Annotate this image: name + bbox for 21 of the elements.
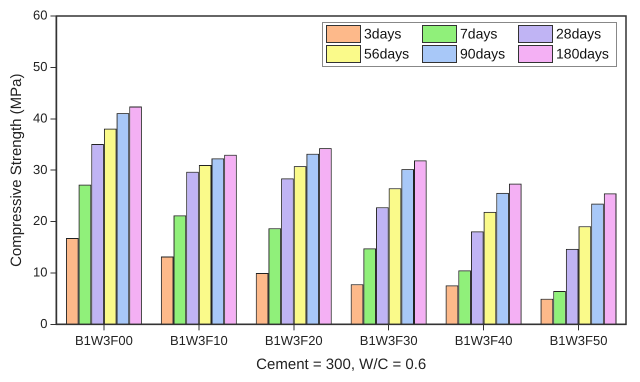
x-tick-label: B1W3F30 — [360, 332, 418, 348]
y-tick-label: 40 — [32, 110, 48, 126]
x-axis-title: Cement = 300, W/C = 0.6 — [256, 356, 426, 374]
y-tick-label: 10 — [32, 264, 48, 280]
legend-label: 180days — [556, 45, 609, 62]
y-tick-label: 20 — [32, 213, 48, 228]
legend-label: 28days — [556, 25, 602, 42]
legend-label: 3days — [364, 25, 402, 42]
y-tick-label: 50 — [32, 58, 48, 74]
y-tick-label: 60 — [32, 8, 48, 23]
y-axis-title: Compressive Strength (MPa) — [8, 73, 26, 267]
y-tick-label: 30 — [32, 162, 48, 177]
x-tick-label: B1W3F20 — [264, 332, 323, 348]
x-tick-label: B1W3F10 — [170, 332, 228, 348]
x-tick-label: B1W3F50 — [550, 332, 608, 348]
legend-label: 90days — [460, 45, 506, 62]
x-tick-label: B1W3F00 — [75, 332, 133, 348]
x-tick-label: B1W3F40 — [454, 332, 513, 348]
legend-label: 56days — [364, 45, 410, 62]
y-tick-label: 0 — [40, 316, 48, 331]
legend-label: 7days — [460, 25, 498, 42]
